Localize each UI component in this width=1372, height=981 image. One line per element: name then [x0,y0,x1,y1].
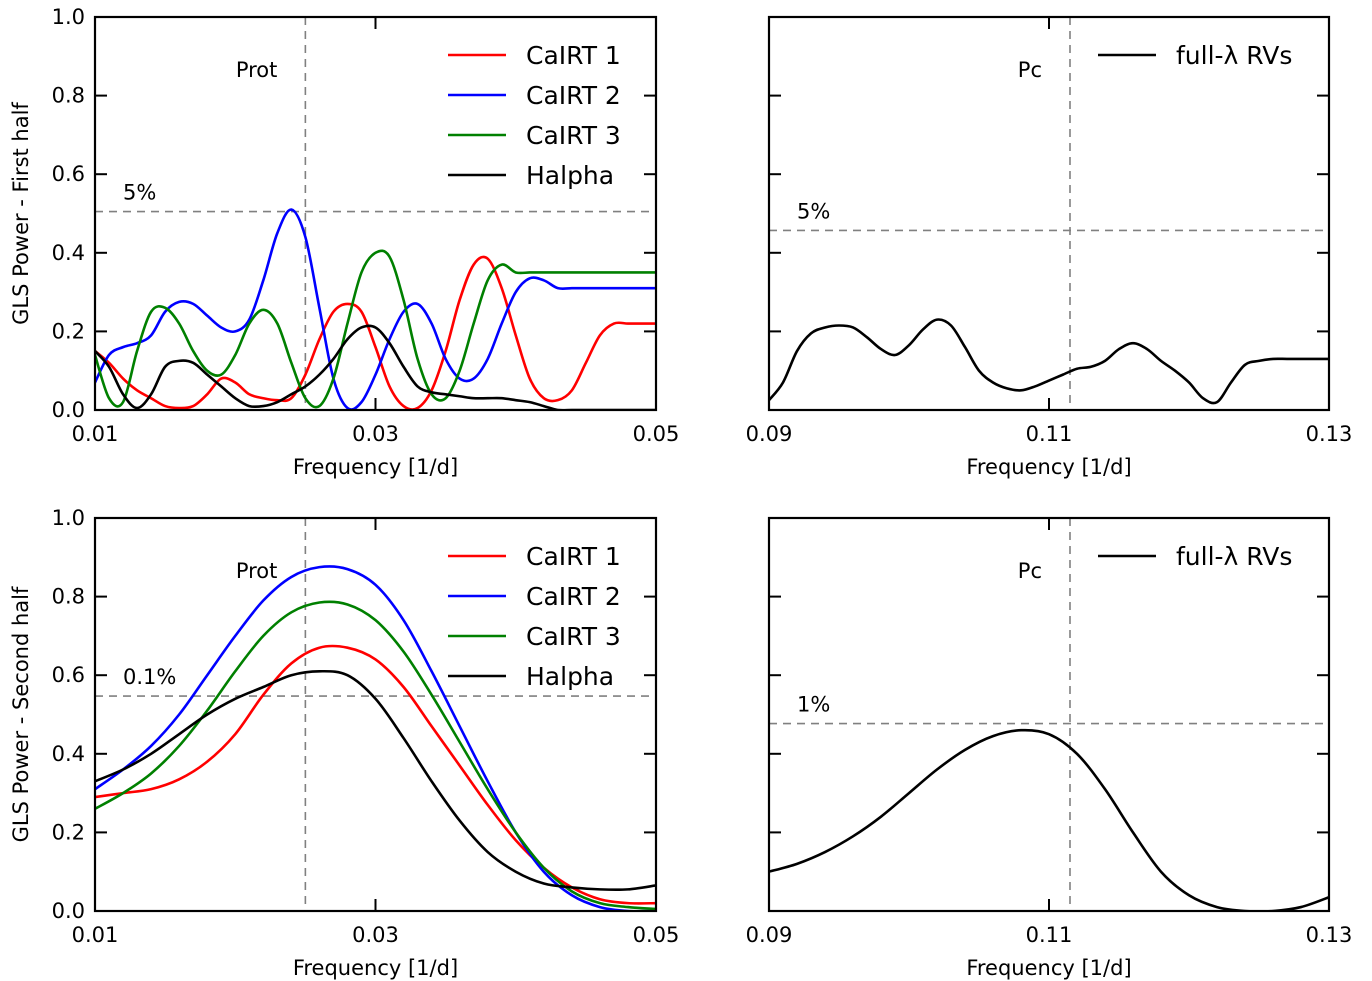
y-tick-label: 0.8 [52,585,85,609]
period-label: Prot [236,559,278,583]
x-tick-label: 0.03 [352,923,399,947]
fap-label: 1% [797,693,830,717]
legend-label: CaIRT 3 [526,622,621,651]
period-label: Pc [1018,559,1042,583]
series-line [95,324,656,410]
period-label: Prot [236,58,278,82]
series-line [95,565,656,911]
x-tick-label: 0.09 [746,422,793,446]
legend-label: CaIRT 3 [526,121,621,150]
y-tick-label: 0.0 [52,398,85,422]
plot-frame [93,15,658,412]
legend: full-λ RVs [1098,542,1292,571]
legend: CaIRT 1 CaIRT 2 CaIRT 3 Halpha [448,41,621,190]
y-tick-label: 0.6 [52,162,85,186]
x-tick-label: 0.05 [633,923,680,947]
series-group [769,728,1329,911]
y-tick-label: 0.6 [52,663,85,687]
series-group [769,318,1329,405]
fap-label: 5% [123,181,156,205]
y-tick-label: 0.4 [52,241,85,265]
y-tick-label: 0.8 [52,84,85,108]
y-tick-label: 0.4 [52,742,85,766]
panel-bottom-right: 0.09 0.11 0.13 Frequency [1/d] Pc 1% full-λ RV… [746,516,1353,980]
series-group [95,208,656,410]
legend-label: CaIRT 1 [526,41,621,70]
y-tick-label: 1.0 [52,5,85,29]
x-tick-label: 0.01 [72,422,119,446]
x-axis-label: Frequency [1/d] [293,956,458,980]
x-axis-label: Frequency [1/d] [966,455,1131,479]
legend-label: full-λ RVs [1176,41,1292,70]
y-tick-label: 1.0 [52,506,85,530]
x-tick-label: 0.13 [1306,422,1353,446]
x-tick-label: 0.11 [1026,422,1073,446]
y-axis-label: GLS Power - Second half [9,586,33,842]
legend-label: Halpha [526,161,614,190]
series-line [769,318,1329,405]
x-tick-label: 0.13 [1306,923,1353,947]
period-label: Pc [1018,58,1042,82]
x-tick-label: 0.01 [72,923,119,947]
y-tick-label: 0.2 [52,319,85,343]
y-axis-label: GLS Power - First half [9,102,33,325]
x-axis-label: Frequency [1/d] [293,455,458,479]
series-line [95,669,656,892]
series-line [769,728,1329,911]
panel-bottom-left: 0.01 0.03 0.05 0.0 0.2 0.4 0.6 0.8 1.0 Frequency … [9,506,679,980]
plot-frame [767,516,1331,913]
legend-label: CaIRT 2 [526,582,621,611]
series-line [95,255,656,410]
legend-label: CaIRT 2 [526,81,621,110]
x-tick-label: 0.03 [352,422,399,446]
legend-label: CaIRT 1 [526,542,621,571]
series-group [95,565,656,911]
x-tick-label: 0.11 [1026,923,1073,947]
plot-frame [767,15,1331,412]
series-line [95,249,656,409]
plot-frame [93,516,658,913]
x-axis-label: Frequency [1/d] [966,956,1131,980]
y-tick-label: 0.2 [52,820,85,844]
series-line [95,644,656,905]
fap-label: 5% [797,199,830,223]
series-line [95,208,656,410]
panel-top-right: 0.09 0.11 0.13 Frequency [1/d] Pc 5% full-λ RV… [746,15,1353,479]
fap-label: 0.1% [123,665,176,689]
panel-top-left: 0.01 0.03 0.05 0.0 0.2 0.4 0.6 0.8 1.0 Frequency … [9,5,679,479]
legend: full-λ RVs [1098,41,1292,70]
y-tick-label: 0.0 [52,899,85,923]
legend: CaIRT 1 CaIRT 2 CaIRT 3 Halpha [448,542,621,691]
legend-label: full-λ RVs [1176,542,1292,571]
x-tick-label: 0.05 [633,422,680,446]
legend-label: Halpha [526,662,614,691]
x-tick-label: 0.09 [746,923,793,947]
